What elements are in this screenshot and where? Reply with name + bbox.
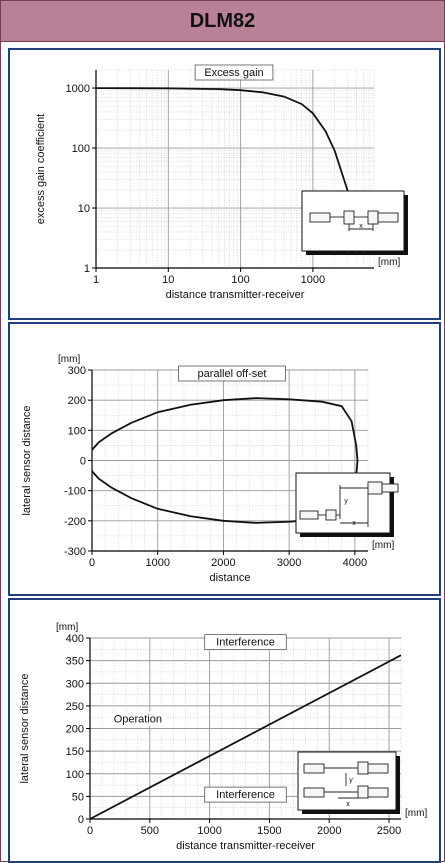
diagram-sensor xyxy=(377,212,399,223)
y-axis-label: lateral sensor distance xyxy=(21,405,33,515)
x-tick-label: 4000 xyxy=(343,557,367,569)
y-tick-label: 50 xyxy=(72,791,84,803)
y-tick-label: 0 xyxy=(80,456,86,468)
x-tick-label: 10 xyxy=(162,274,174,286)
diagram-letter: y xyxy=(344,498,348,505)
annotation-bg xyxy=(109,711,166,726)
x-tick-label: 1000 xyxy=(301,274,325,286)
diagram-letter: x xyxy=(346,801,350,808)
parallel-offset-chart: 0 1000 2000 3000 4000 -300 -200 -100 0 100 200 300 d… xyxy=(21,354,399,584)
y-axis-label: lateral sensor distance xyxy=(19,673,31,783)
x-tick-label: 1000 xyxy=(145,557,169,569)
parallel-offset-panel: 0 1000 2000 3000 4000 -300 -200 -100 0 100 200 300 d… xyxy=(8,322,441,596)
series-line-0 xyxy=(89,654,402,820)
chart-title: parallel off-set xyxy=(198,368,267,380)
product-title: DLM82 xyxy=(189,9,256,32)
y-unit-label: [mm] xyxy=(56,622,78,633)
y-tick-label: 300 xyxy=(66,678,84,690)
diagram-sensor xyxy=(367,210,379,225)
y-tick-label: 200 xyxy=(66,724,84,736)
offset-alignment-diagram-icon: yx xyxy=(299,481,399,527)
interference-alignment-diagram-icon: yx xyxy=(303,761,389,808)
diagram-sensor xyxy=(357,761,369,775)
x-tick-label: 0 xyxy=(87,825,93,837)
annotation-label: Interference xyxy=(216,789,275,801)
x-tick-label: 3000 xyxy=(277,557,301,569)
series-line-0 xyxy=(95,87,358,227)
interference-panel: 0 500 1000 1500 2000 2500 0 50 100 150 200 250 300 35… xyxy=(8,598,441,863)
x-unit-label: [mm] xyxy=(372,540,394,551)
y-tick-label: 100 xyxy=(68,425,86,437)
excess-gain-panel: 1 10 100 1000 1 10 100 1000 distance transmitter… xyxy=(8,48,441,320)
transmitter-receiver-diagram-icon: x xyxy=(309,210,399,231)
y-tick-label: 250 xyxy=(66,701,84,713)
y-tick-label: 100 xyxy=(72,143,90,155)
excess-gain-chart: 1 10 100 1000 1 10 100 1000 distance transmitter… xyxy=(35,64,408,301)
x-axis-label: distance transmitter-receiver xyxy=(176,840,315,852)
y-tick-label: 100 xyxy=(66,769,84,781)
x-tick-label: 0 xyxy=(89,557,95,569)
diagram-letter: x xyxy=(352,520,356,527)
annotation-label: Interference xyxy=(216,637,275,649)
y-unit-label: [mm] xyxy=(58,354,80,365)
y-tick-label: 1 xyxy=(84,263,90,275)
x-tick-label: 1500 xyxy=(257,825,281,837)
annotation-label: Operation xyxy=(114,714,162,726)
x-axis-label: distance transmitter-receiver xyxy=(166,289,305,301)
diagram-sensor xyxy=(343,210,355,225)
diagram-sensor xyxy=(303,787,325,798)
y-tick-label: 200 xyxy=(68,395,86,407)
x-tick-label: 1 xyxy=(93,274,99,286)
diagram-sensor xyxy=(367,763,389,774)
x-unit-label: [mm] xyxy=(405,808,427,819)
x-unit-label: [mm] xyxy=(378,257,400,268)
x-tick-label: 2000 xyxy=(211,557,235,569)
y-tick-label: -100 xyxy=(64,486,86,498)
chart-title-box xyxy=(178,365,286,382)
x-tick-label: 100 xyxy=(231,274,249,286)
y-axis-label: excess gain coefficient xyxy=(35,114,47,224)
diagram-sensor xyxy=(367,787,389,798)
inset-diagram-3 xyxy=(297,751,397,811)
annotation-box xyxy=(204,634,287,651)
y-tick-label: 10 xyxy=(78,203,90,215)
series-line-0 xyxy=(91,397,359,461)
diagram-sensor xyxy=(299,510,319,520)
interference-chart: 0 500 1000 1500 2000 2500 0 50 100 150 200 250 300 35… xyxy=(19,622,427,852)
y-tick-label: 0 xyxy=(78,814,84,826)
x-tick-label: 2500 xyxy=(377,825,401,837)
diagram-letter: x xyxy=(359,223,363,230)
diagram-sensor xyxy=(357,785,369,799)
y-tick-label: -300 xyxy=(64,546,86,558)
chart-title: Excess gain xyxy=(204,67,263,79)
annotation-box xyxy=(204,786,287,803)
diagram-letter: y xyxy=(349,777,353,784)
title-bar: DLM82 xyxy=(1,1,444,42)
y-tick-label: 400 xyxy=(66,633,84,645)
y-tick-label: 300 xyxy=(68,365,86,377)
diagram-sensor xyxy=(367,481,383,495)
x-tick-label: 1000 xyxy=(197,825,221,837)
diagram-sensor xyxy=(325,509,337,521)
diagram-sensor xyxy=(381,483,399,493)
chart-title-box xyxy=(194,64,274,81)
y-tick-label: 150 xyxy=(66,746,84,758)
x-axis-label: distance xyxy=(210,572,251,584)
x-tick-label: 2000 xyxy=(317,825,341,837)
y-tick-label: 350 xyxy=(66,656,84,668)
y-tick-label: -200 xyxy=(64,516,86,528)
y-tick-label: 1000 xyxy=(66,83,90,95)
x-tick-label: 500 xyxy=(141,825,159,837)
diagram-sensor xyxy=(309,212,331,223)
diagram-sensor xyxy=(303,763,325,774)
